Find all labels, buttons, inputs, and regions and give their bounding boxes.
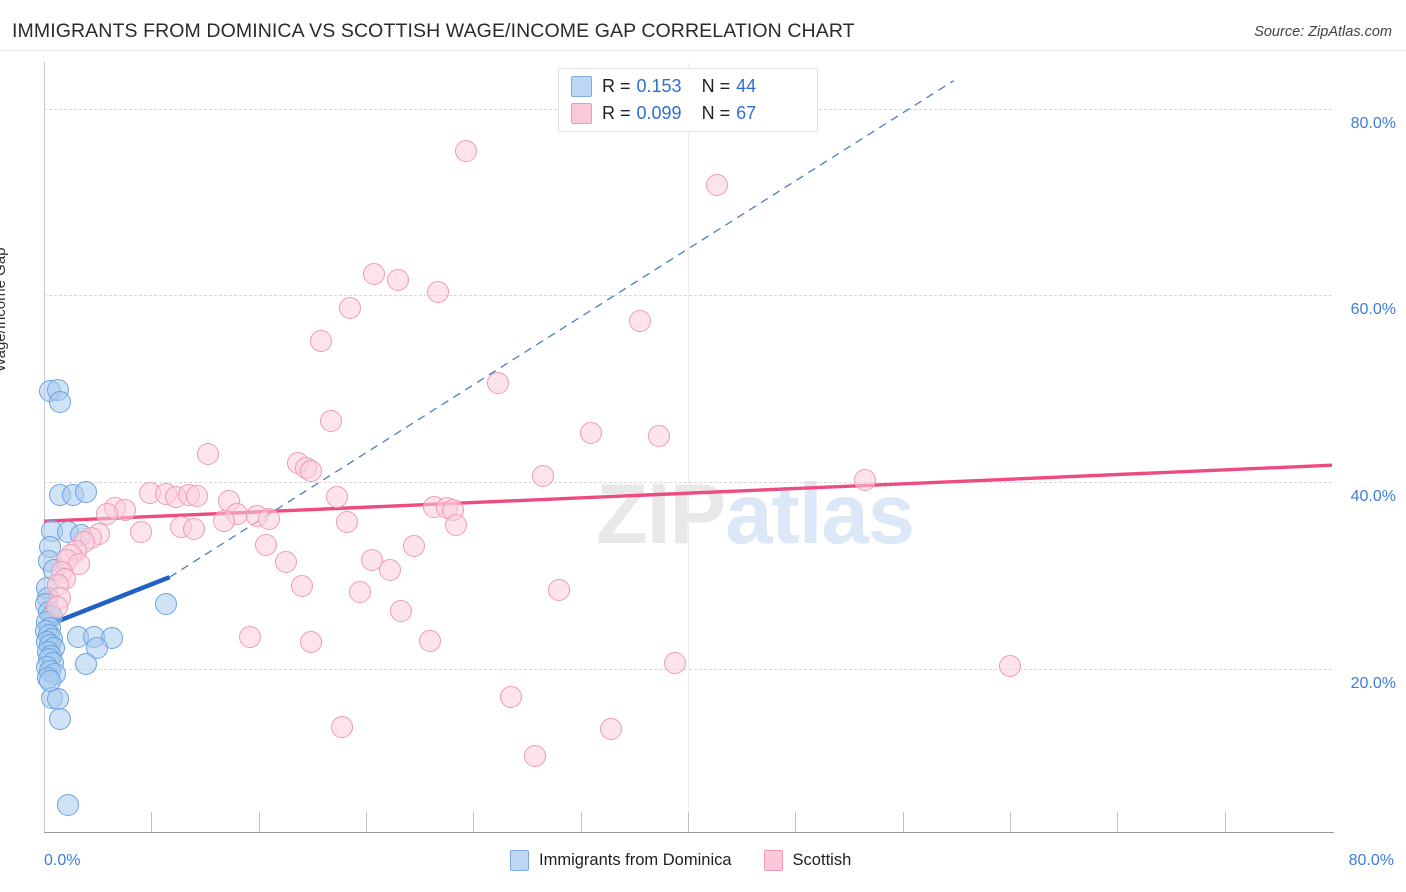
scatter-point-scottish[interactable] — [255, 534, 278, 557]
scatter-point-scottish[interactable] — [487, 372, 510, 395]
scatter-point-scottish[interactable] — [379, 558, 402, 581]
scatter-point-scottish[interactable] — [363, 262, 386, 285]
x-tick-mark — [1010, 812, 1011, 832]
scatter-point-scottish[interactable] — [274, 551, 297, 574]
scatter-point-dominica[interactable] — [74, 653, 97, 675]
r-label-dominica: R = — [602, 75, 631, 96]
header-divider — [0, 50, 1406, 51]
n-label-scottish: N = — [701, 102, 731, 123]
scatter-point-scottish[interactable] — [499, 685, 522, 708]
r-value-dominica: 0.153 — [636, 75, 682, 96]
page-title: IMMIGRANTS FROM DOMINICA VS SCOTTISH WAG… — [12, 20, 855, 42]
scatter-point-scottish[interactable] — [648, 425, 671, 448]
scatter-point-scottish[interactable] — [387, 269, 410, 292]
scatter-point-scottish[interactable] — [129, 521, 152, 544]
plot-area: ZIPatlas — [35, 62, 1333, 832]
scatter-point-scottish[interactable] — [427, 280, 450, 303]
scatter-point-scottish[interactable] — [258, 508, 281, 531]
scatter-point-scottish[interactable] — [532, 465, 555, 488]
scatter-point-dominica[interactable] — [57, 793, 80, 816]
x-tick-mark — [258, 812, 260, 832]
scatter-point-scottish[interactable] — [599, 718, 622, 741]
scatter-point-scottish[interactable] — [330, 716, 353, 739]
scatter-point-scottish[interactable] — [548, 579, 571, 602]
scatter-point-scottish[interactable] — [348, 581, 371, 604]
scatter-point-scottish[interactable] — [213, 510, 236, 533]
trend-line-dominica — [43, 575, 171, 629]
y-tick-label: 20.0% — [1350, 674, 1396, 692]
n-value-dominica: 44 — [736, 75, 757, 96]
y-axis-title: Wage/Income Gap — [0, 247, 9, 372]
y-tick-label: 60.0% — [1350, 301, 1396, 319]
scatter-point-scottish[interactable] — [628, 310, 651, 333]
scatter-point-scottish[interactable] — [319, 410, 342, 433]
stats-legend-row-scottish: R = 0.099 N = 67 — [571, 100, 756, 126]
scatter-point-scottish[interactable] — [445, 513, 468, 536]
scatter-point-dominica[interactable] — [49, 708, 72, 731]
source-attribution: Source: ZipAtlas.com — [1254, 24, 1392, 40]
y-axis-line — [44, 62, 45, 832]
y-tick-label: 80.0% — [1350, 114, 1396, 132]
x-tick-mark — [688, 812, 689, 832]
x-tick-mark — [366, 812, 367, 832]
scatter-point-scottish[interactable] — [338, 297, 361, 320]
scatter-point-scottish[interactable] — [580, 422, 603, 445]
trend-line-extension-dominica — [169, 80, 954, 578]
scatter-point-scottish[interactable] — [182, 517, 205, 540]
legend-swatch-dominica — [571, 75, 592, 97]
x-tick-mark — [795, 812, 797, 832]
n-label-dominica: N = — [701, 75, 731, 96]
stats-legend-row-dominica: R = 0.153 N = 44 — [571, 73, 756, 99]
scatter-point-dominica[interactable] — [49, 390, 72, 413]
series-legend-label-dominica[interactable]: Immigrants from Dominica — [539, 851, 732, 869]
x-tick-mark — [580, 812, 582, 832]
scatter-point-scottish[interactable] — [390, 599, 413, 622]
stats-legend: R = 0.153 N = 44 R = 0.099 N = 67 — [558, 68, 818, 132]
scatter-point-scottish[interactable] — [999, 654, 1021, 677]
n-value-scottish: 67 — [736, 102, 757, 123]
y-tick-label: 40.0% — [1350, 488, 1396, 505]
scatter-point-scottish[interactable] — [524, 745, 547, 768]
x-tick-mark — [1117, 812, 1119, 832]
scatter-point-scottish[interactable] — [335, 511, 358, 534]
series-legend-swatch-scottish[interactable] — [763, 850, 783, 871]
r-label-scottish: R = — [602, 102, 631, 123]
scatter-point-dominica[interactable] — [155, 593, 178, 616]
x-min-label: 0.0% — [44, 852, 81, 869]
scatter-point-scottish[interactable] — [664, 652, 687, 675]
scatter-point-scottish[interactable] — [705, 174, 728, 197]
scatter-point-scottish[interactable] — [419, 629, 442, 652]
x-axis-line — [44, 832, 1334, 833]
scatter-point-scottish[interactable] — [239, 625, 262, 648]
scatter-point-scottish[interactable] — [300, 459, 323, 482]
series-legend: Immigrants from Dominica Scottish — [510, 850, 873, 871]
scatter-point-scottish[interactable] — [290, 574, 313, 597]
scatter-point-scottish[interactable] — [854, 469, 877, 492]
scatter-point-scottish[interactable] — [185, 485, 208, 507]
scatter-point-scottish[interactable] — [309, 330, 332, 353]
series-legend-label-scottish[interactable]: Scottish — [792, 851, 852, 869]
x-tick-mark — [902, 812, 904, 832]
scatter-point-scottish[interactable] — [95, 502, 118, 525]
r-value-scottish: 0.099 — [636, 102, 682, 123]
scatter-point-scottish[interactable] — [197, 443, 220, 465]
x-tick-mark — [1224, 812, 1226, 832]
scatter-point-scottish[interactable] — [454, 139, 477, 162]
trend-lines — [43, 80, 1333, 629]
series-legend-swatch-dominica[interactable] — [510, 850, 529, 871]
legend-swatch-scottish — [571, 102, 592, 124]
scatter-point-scottish[interactable] — [300, 630, 323, 653]
scatter-point-dominica[interactable] — [74, 481, 97, 504]
scatter-point-scottish[interactable] — [45, 596, 68, 619]
x-tick-mark — [473, 812, 475, 832]
scatter-point-scottish[interactable] — [403, 535, 426, 558]
vertical-divider — [688, 62, 689, 832]
x-max-label: 80.0% — [1348, 852, 1394, 869]
scatter-point-dominica[interactable] — [38, 669, 61, 692]
scatter-point-scottish[interactable] — [326, 485, 349, 508]
x-tick-mark — [151, 812, 153, 832]
